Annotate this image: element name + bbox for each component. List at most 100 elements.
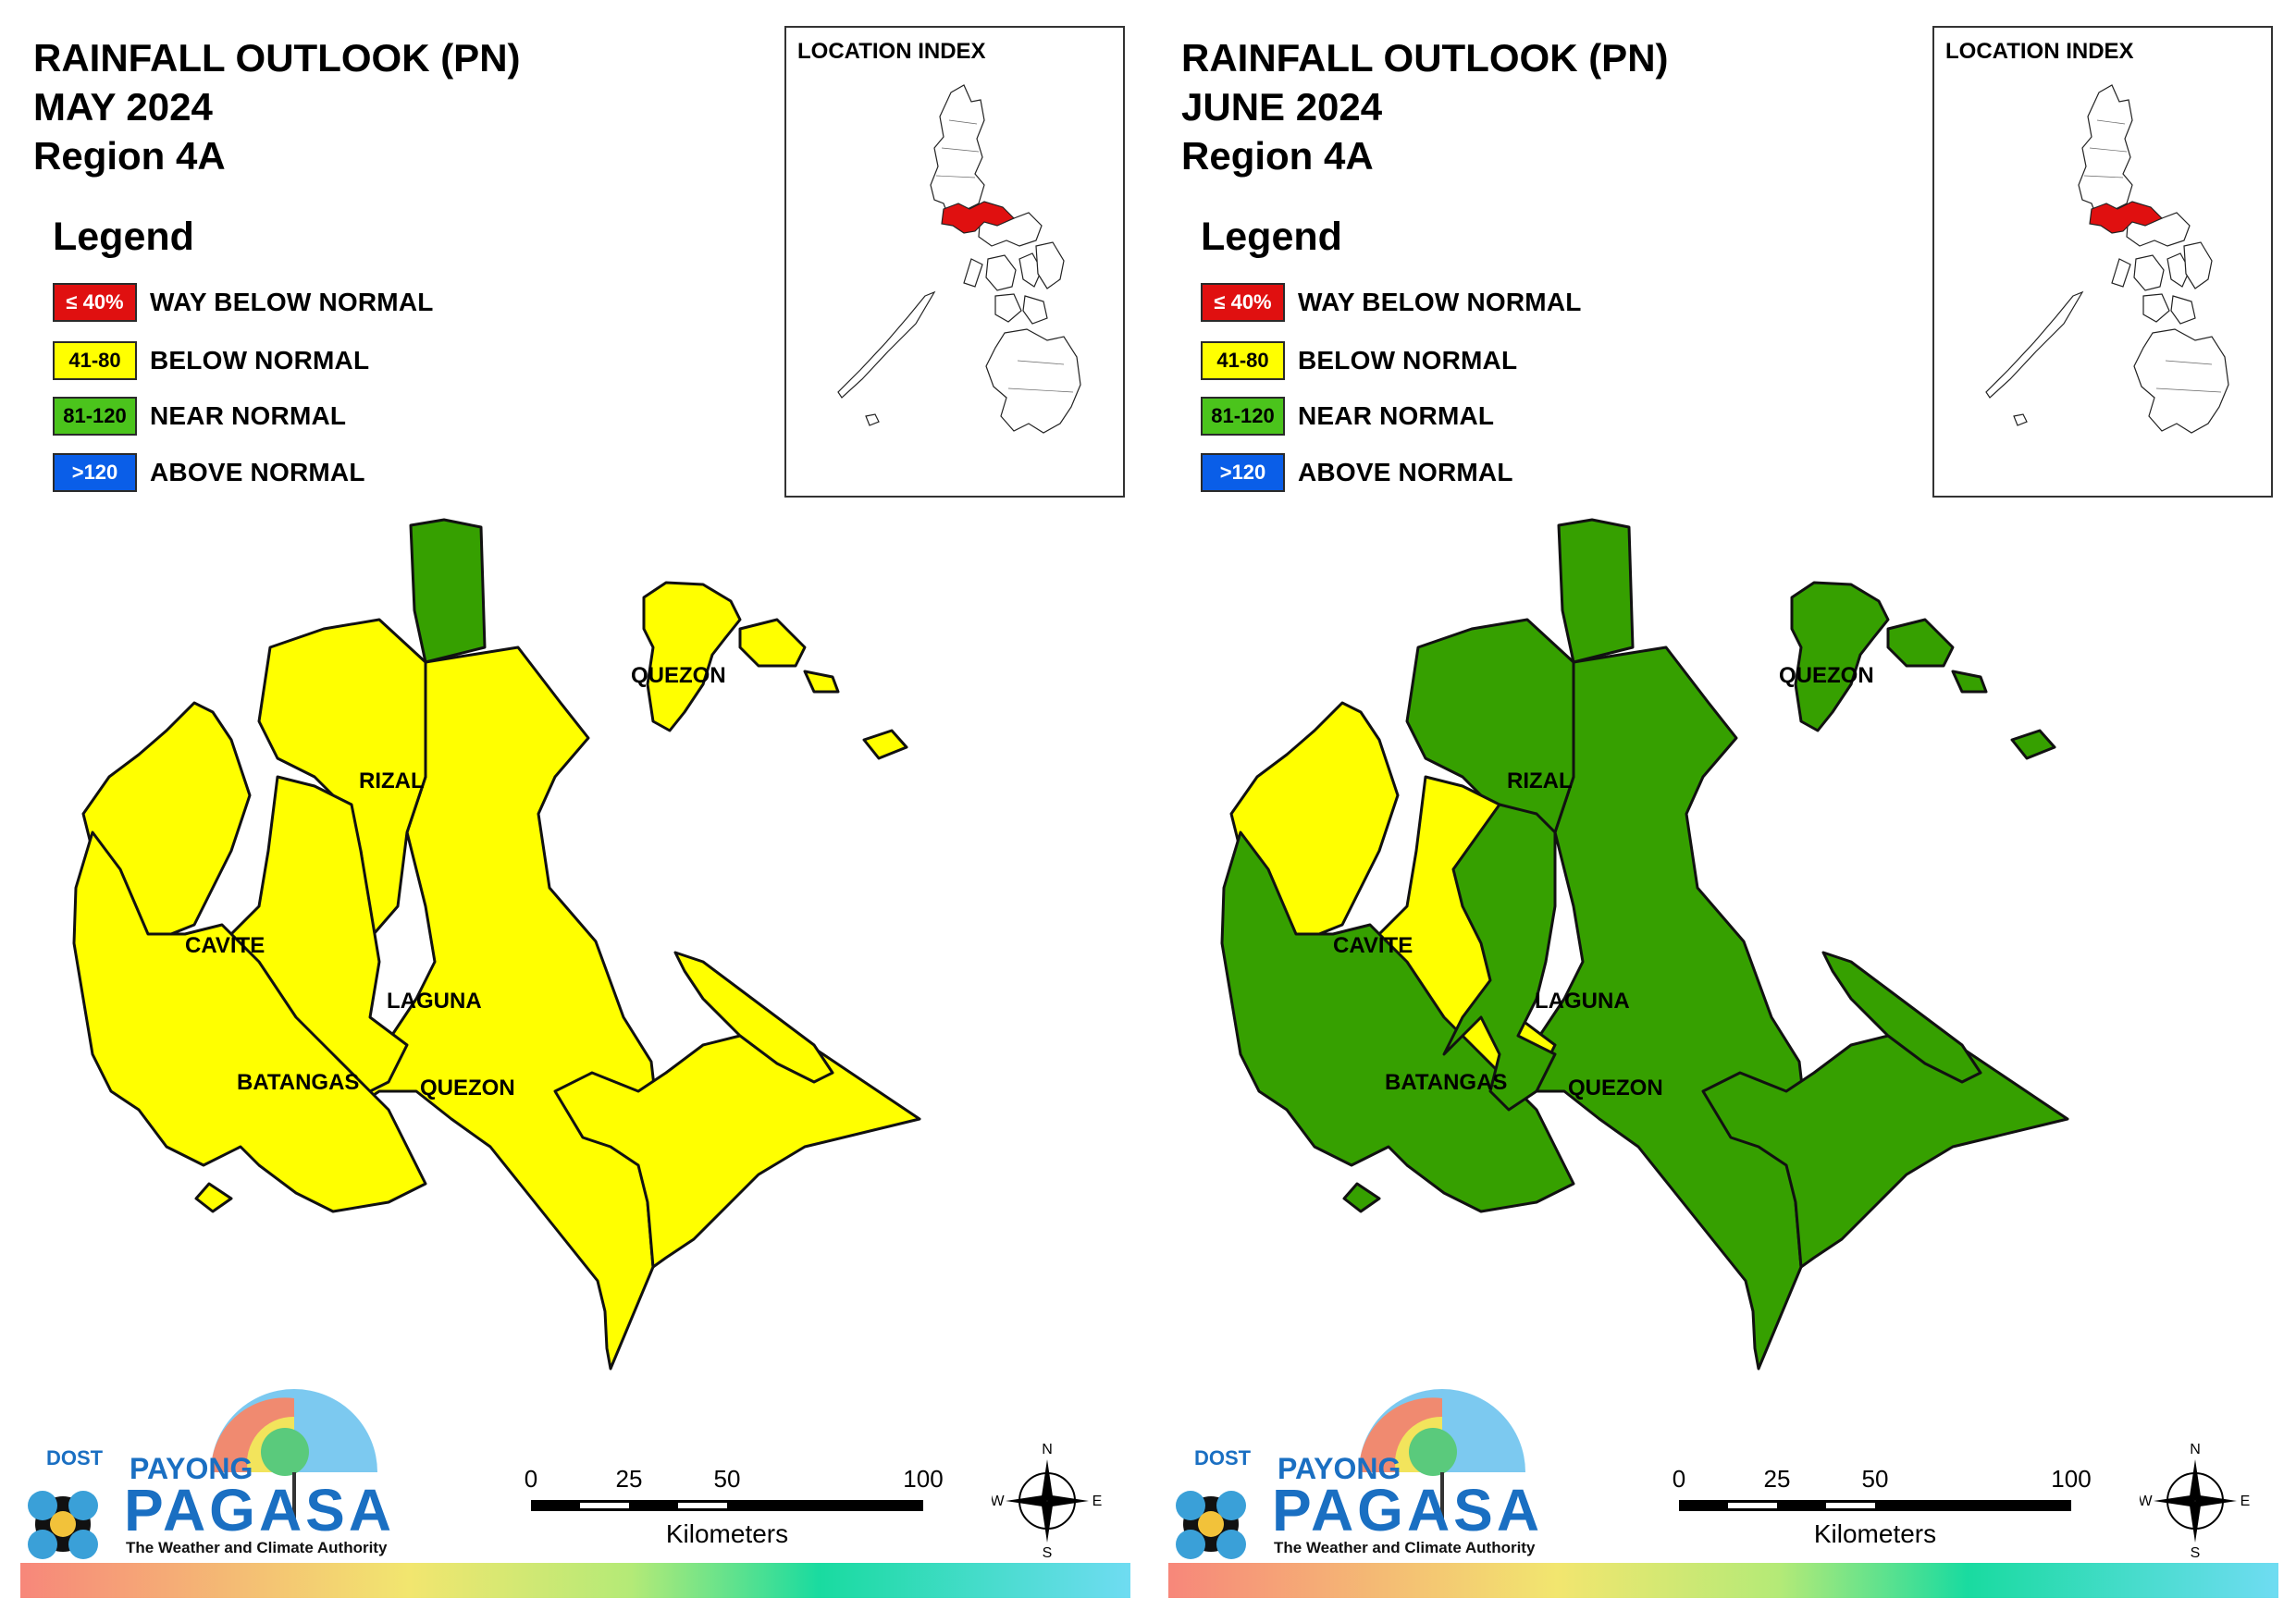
label-rizal: RIZAL bbox=[359, 768, 425, 793]
title-line: RAINFALL OUTLOOK (PN) bbox=[1181, 36, 1669, 80]
may-outlook-panel: RAINFALL OUTLOOK (PN) MAY 2024 Region 4A… bbox=[20, 26, 1130, 1598]
color-gradient-bar bbox=[20, 1563, 1130, 1598]
logo-tagline: The Weather and Climate Authority bbox=[126, 1539, 388, 1556]
legend-label: BELOW NORMAL bbox=[150, 346, 370, 375]
small-island bbox=[803, 670, 840, 694]
compass-e: E bbox=[2240, 1494, 2251, 1509]
legend-swatch: ≤ 40% bbox=[53, 283, 137, 322]
logo-flower-icon bbox=[1176, 1491, 1246, 1559]
region-4a-map: RIZAL CAVITE LAGUNA BATANGAS QUEZON QUEZ… bbox=[1220, 518, 2069, 1371]
legend-item-near: 81-120 NEAR NORMAL bbox=[53, 395, 346, 437]
payong-pagasa-logo bbox=[28, 1389, 377, 1559]
logo-payong: PAYONG bbox=[130, 1452, 253, 1485]
logo-dost: DOST bbox=[1194, 1446, 1252, 1469]
label-quezon: QUEZON bbox=[420, 1076, 515, 1100]
small-island bbox=[1886, 618, 1955, 668]
label-cavite: CAVITE bbox=[1333, 933, 1413, 958]
label-laguna: LAGUNA bbox=[387, 989, 482, 1014]
compass-s: S bbox=[1043, 1545, 1053, 1561]
compass-n: N bbox=[1042, 1442, 1053, 1457]
title-month: JUNE 2024 bbox=[1181, 85, 1383, 129]
legend-swatch: 41-80 bbox=[53, 341, 137, 380]
legend-item-below: 41-80 BELOW NORMAL bbox=[53, 339, 369, 382]
scale-tick: 0 bbox=[1673, 1465, 1685, 1493]
scale-unit: Kilometers bbox=[1814, 1519, 1936, 1548]
region-4a-highlight bbox=[2089, 201, 2164, 234]
color-gradient-bar bbox=[1168, 1563, 2278, 1598]
legend-label: WAY BELOW NORMAL bbox=[1298, 288, 1582, 316]
compass-rose-icon: N S E W bbox=[2140, 1442, 2251, 1561]
batangas-province bbox=[1220, 830, 1575, 1213]
quezon-north-tip bbox=[409, 518, 487, 664]
scale-tick: 25 bbox=[616, 1465, 643, 1493]
small-island bbox=[738, 618, 807, 668]
label-batangas: BATANGAS bbox=[1385, 1070, 1507, 1095]
polillo-island bbox=[642, 581, 742, 732]
payong-pagasa-logo bbox=[1176, 1389, 1525, 1559]
legend-label: ABOVE NORMAL bbox=[150, 458, 365, 486]
logo-tagline: The Weather and Climate Authority bbox=[1274, 1539, 1536, 1556]
legend-title: Legend bbox=[1201, 215, 1342, 259]
scale-tick: 50 bbox=[714, 1465, 741, 1493]
legend-swatch: ≤ 40% bbox=[1201, 283, 1285, 322]
june-outlook-panel: RAINFALL OUTLOOK (PN) JUNE 2024 Region 4… bbox=[1148, 0, 2296, 1623]
inset-title: LOCATION INDEX bbox=[1945, 39, 2134, 64]
label-laguna: LAGUNA bbox=[1535, 989, 1630, 1014]
legend-label: NEAR NORMAL bbox=[1298, 401, 1495, 430]
quezon-peninsula bbox=[1701, 1034, 2069, 1269]
small-island bbox=[1951, 670, 1988, 694]
label-rizal: RIZAL bbox=[1507, 768, 1573, 793]
logo-pagasa: PAGASA bbox=[1272, 1477, 1544, 1543]
philippines-inset-map bbox=[837, 84, 1081, 434]
scale-tick: 25 bbox=[1764, 1465, 1791, 1493]
legend-label: BELOW NORMAL bbox=[1298, 346, 1518, 375]
southern-island bbox=[1342, 1182, 1381, 1213]
legend-label: WAY BELOW NORMAL bbox=[150, 288, 434, 316]
scale-bar: 0 25 50 100 Kilometers bbox=[525, 1465, 944, 1548]
scale-tick: 100 bbox=[903, 1465, 943, 1493]
map-title: RAINFALL OUTLOOK (PN) JUNE 2024 Region 4… bbox=[1181, 33, 1669, 180]
compass-s: S bbox=[2191, 1545, 2201, 1561]
title-month: MAY 2024 bbox=[33, 85, 213, 129]
quezon-province bbox=[331, 646, 668, 1371]
scale-tick: 0 bbox=[525, 1465, 537, 1493]
small-island bbox=[862, 729, 908, 760]
legend-item-above: >120 ABOVE NORMAL bbox=[1201, 451, 1513, 494]
legend-swatch: 81-120 bbox=[53, 397, 137, 436]
legend-label: ABOVE NORMAL bbox=[1298, 458, 1513, 486]
legend-item-near: 81-120 NEAR NORMAL bbox=[1201, 395, 1494, 437]
legend-swatch: >120 bbox=[1201, 453, 1285, 492]
compass-rose-icon: N S E W bbox=[992, 1442, 1103, 1561]
region-4a-map: RIZAL CAVITE LAGUNA BATANGAS QUEZON QUEZ… bbox=[72, 518, 921, 1371]
polillo-island bbox=[1790, 581, 1890, 732]
logo-flower-icon bbox=[28, 1491, 98, 1559]
quezon-north-tip bbox=[1557, 518, 1635, 664]
logo-dost: DOST bbox=[46, 1446, 104, 1469]
logo-pagasa: PAGASA bbox=[124, 1477, 396, 1543]
legend-item-way-below: ≤ 40% WAY BELOW NORMAL bbox=[1201, 281, 1582, 324]
philippines-inset-map bbox=[1985, 84, 2229, 434]
legend-swatch: >120 bbox=[53, 453, 137, 492]
label-quezon: QUEZON bbox=[1568, 1076, 1663, 1100]
southern-island bbox=[673, 951, 834, 1084]
legend-item-above: >120 ABOVE NORMAL bbox=[53, 451, 365, 494]
legend-item-way-below: ≤ 40% WAY BELOW NORMAL bbox=[53, 281, 434, 324]
scale-unit: Kilometers bbox=[666, 1519, 788, 1548]
scale-tick: 50 bbox=[1862, 1465, 1889, 1493]
batangas-province bbox=[72, 830, 427, 1213]
label-cavite: CAVITE bbox=[185, 933, 265, 958]
location-index-inset: LOCATION INDEX bbox=[1932, 26, 2273, 498]
southern-island bbox=[1821, 951, 1982, 1084]
legend-title: Legend bbox=[53, 215, 194, 259]
region-4a-highlight bbox=[941, 201, 1016, 234]
scale-tick: 100 bbox=[2051, 1465, 2091, 1493]
compass-e: E bbox=[1092, 1494, 1103, 1509]
map-title: RAINFALL OUTLOOK (PN) MAY 2024 Region 4A bbox=[33, 33, 521, 180]
small-island bbox=[2010, 729, 2056, 760]
compass-w: W bbox=[2140, 1494, 2153, 1509]
logo-payong: PAYONG bbox=[1278, 1452, 1401, 1485]
title-region: Region 4A bbox=[1181, 134, 1374, 178]
title-region: Region 4A bbox=[33, 134, 226, 178]
scale-bar: 0 25 50 100 Kilometers bbox=[1673, 1465, 2092, 1548]
compass-w: W bbox=[992, 1494, 1005, 1509]
